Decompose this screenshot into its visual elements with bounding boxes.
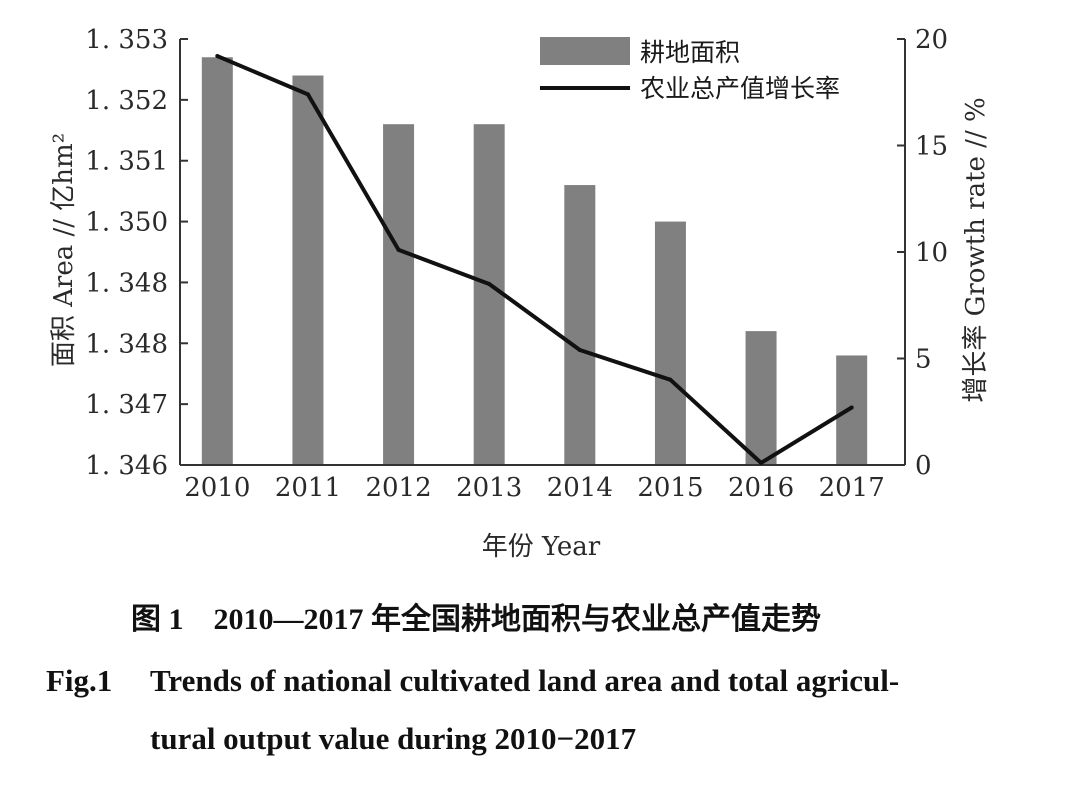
chart-panel: 1. 346 1. 347 1. 348 1. 348 1. 350 1. 351 1. 3… — [20, 10, 1005, 565]
y-axis-title: 面积 Area // 亿hm² — [49, 133, 79, 367]
bar-2010 — [201, 57, 233, 465]
y-tick-label: 1. 353 — [85, 25, 168, 55]
caption-zh-text: 2010—2017 年全国耕地面积与农业总产值走势 — [213, 603, 822, 636]
y-tick-label: 1. 352 — [85, 86, 168, 116]
x-tick-label: 2010 — [184, 473, 250, 503]
x-tick-label: 2014 — [547, 473, 613, 503]
growth-point-2010 — [215, 54, 220, 59]
caption-zh-number: 图 1 — [131, 603, 184, 636]
bar-2013 — [473, 124, 505, 465]
y2-tick-label: 5 — [915, 345, 932, 375]
growth-rate-line — [216, 54, 853, 465]
growth-point-2015 — [668, 377, 673, 382]
y2-tick-label: 20 — [915, 25, 948, 55]
growth-point-2012 — [396, 247, 401, 252]
x-tick-label: 2012 — [365, 473, 431, 503]
y2-tick-label: 0 — [915, 451, 932, 481]
y-tick-label: 1. 351 — [85, 147, 168, 177]
growth-point-2014 — [577, 347, 582, 352]
bar-2012 — [383, 124, 415, 465]
growth-point-2011 — [305, 92, 310, 97]
caption-english: Fig.1 Trends of national cultivated land … — [46, 652, 1070, 768]
bar-2015 — [654, 221, 686, 465]
axes-group: 1. 346 1. 347 1. 348 1. 348 1. 350 1. 351 1. 3… — [85, 25, 948, 503]
x-axis-title: 年份 Year — [482, 532, 601, 562]
caption-chinese: 图 1 2010—2017 年全国耕地面积与农业总产值走势 — [131, 594, 1070, 638]
bar-2017 — [836, 355, 868, 465]
x-tick-label: 2011 — [275, 473, 341, 503]
legend: 耕地面积 农业总产值增长率 — [540, 37, 840, 103]
chart: 1. 346 1. 347 1. 348 1. 348 1. 350 1. 351 1. 3… — [20, 10, 1005, 565]
growth-line-group — [215, 54, 854, 465]
y2-tick-label: 10 — [915, 238, 948, 268]
caption-en-line2: tural output value during 2010−2017 — [150, 721, 637, 756]
y-tick-label: 1. 350 — [85, 208, 168, 238]
y2-axis-title: 增长率 Growth rate // % — [961, 97, 991, 402]
bar-2016 — [745, 331, 777, 465]
y-tick-label: 1. 347 — [85, 390, 168, 420]
bar-2011 — [292, 75, 324, 465]
x-tick-label: 2017 — [819, 473, 885, 503]
y-tick-label: 1. 348 — [85, 268, 168, 298]
chart-background — [20, 10, 1005, 565]
y-tick-label: 1. 346 — [85, 451, 168, 481]
caption-en-line1: Trends of national cultivated land area … — [150, 663, 900, 698]
legend-label-bar: 耕地面积 — [640, 38, 740, 67]
growth-point-2016 — [759, 460, 764, 465]
legend-swatch-bar — [540, 37, 630, 65]
y-tick-label: 1. 348 — [85, 329, 168, 359]
caption-en-number: Fig.1 — [46, 663, 113, 698]
growth-point-2013 — [487, 281, 492, 286]
bars-group — [201, 57, 868, 466]
x-tick-label: 2015 — [637, 473, 703, 503]
x-tick-label: 2016 — [728, 473, 794, 503]
y2-tick-label: 15 — [915, 132, 948, 162]
x-tick-label: 2013 — [456, 473, 522, 503]
bar-2014 — [564, 185, 596, 466]
legend-label-line: 农业总产值增长率 — [640, 74, 840, 103]
growth-point-2017 — [849, 405, 854, 410]
